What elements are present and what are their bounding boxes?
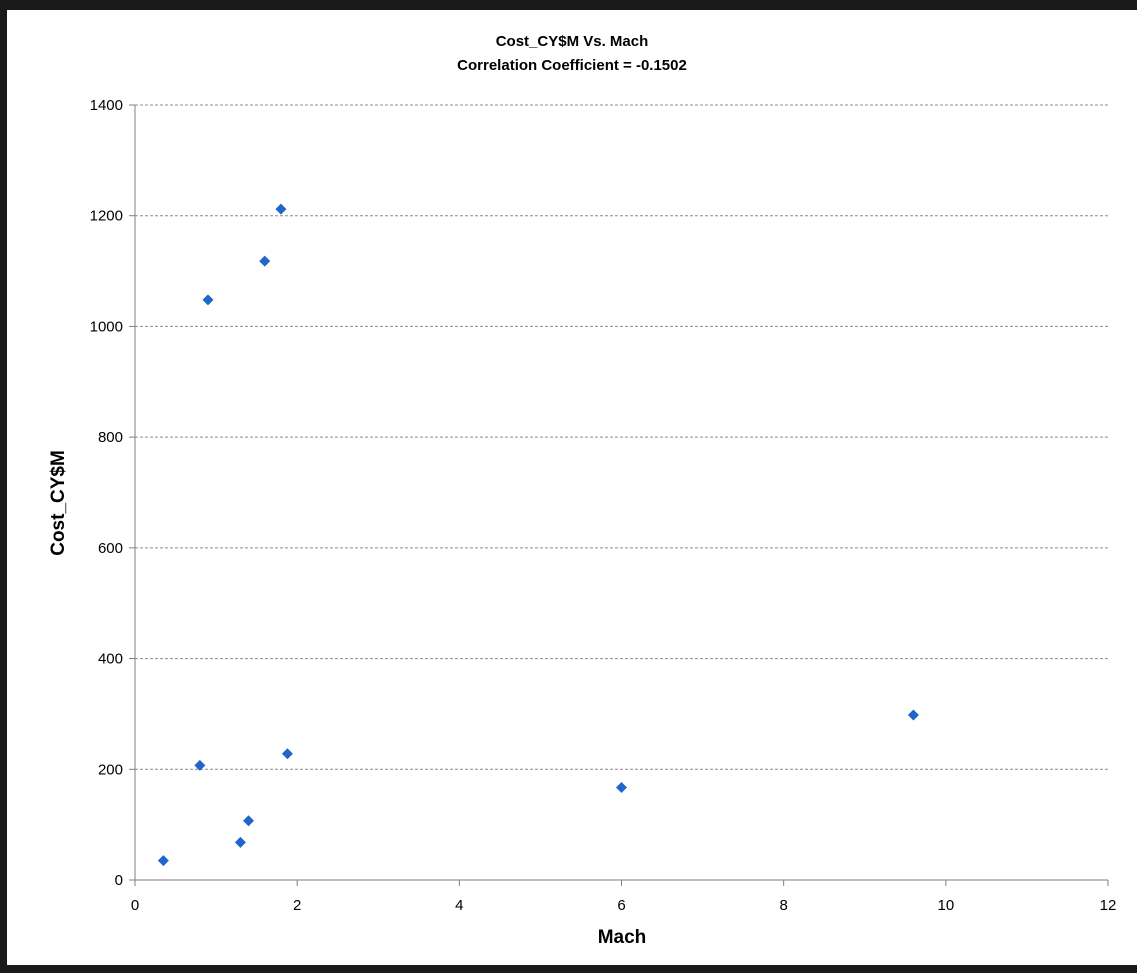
- y-tick-label-0: 0: [115, 872, 123, 889]
- x-tick-label-2: 2: [293, 897, 301, 914]
- data-point-1: [157, 855, 169, 867]
- x-tick-label-6: 6: [617, 897, 625, 914]
- x-tick-label-0: 0: [131, 897, 139, 914]
- y-tick-label-600: 600: [98, 540, 123, 557]
- y-tick-label-1400: 1400: [90, 97, 123, 114]
- data-point-2: [194, 759, 206, 771]
- y-tick-label-1000: 1000: [90, 318, 123, 335]
- y-tick-label-200: 200: [98, 761, 123, 778]
- data-point-6: [259, 255, 271, 267]
- x-tick-label-8: 8: [779, 897, 787, 914]
- x-tick-label-4: 4: [455, 897, 463, 914]
- y-tick-label-800: 800: [98, 429, 123, 446]
- scatter-chart: Cost_CY$M Vs. Mach Correlation Coefficie…: [48, 33, 1117, 948]
- x-tick-label-12: 12: [1100, 897, 1117, 914]
- data-points: [157, 203, 919, 867]
- data-point-5: [243, 815, 255, 827]
- data-point-3: [202, 294, 214, 306]
- y-tick-label-1200: 1200: [90, 208, 123, 225]
- chart-canvas: Cost_CY$M Vs. Mach Correlation Coefficie…: [7, 10, 1137, 965]
- chart-subtitle: Correlation Coefficient = -0.1502: [457, 57, 687, 74]
- y-tick-labels: 0 200 400 600 800 1000 1200 1400: [90, 97, 123, 889]
- data-point-4: [234, 836, 246, 848]
- gridlines: [135, 104, 1108, 770]
- data-point-9: [616, 782, 627, 794]
- x-tick-label-10: 10: [937, 897, 954, 914]
- data-point-7: [275, 203, 287, 215]
- chart-title: Cost_CY$M Vs. Mach: [496, 33, 649, 50]
- data-point-8: [281, 748, 293, 760]
- axes: [129, 104, 1109, 886]
- y-axis-title: Cost_CY$M: [48, 450, 69, 556]
- x-axis-title: Mach: [598, 927, 647, 948]
- data-point-10: [907, 709, 919, 721]
- x-tick-labels: 0 2 4 6 8 10 12: [131, 897, 1117, 914]
- y-tick-label-400: 400: [98, 651, 123, 668]
